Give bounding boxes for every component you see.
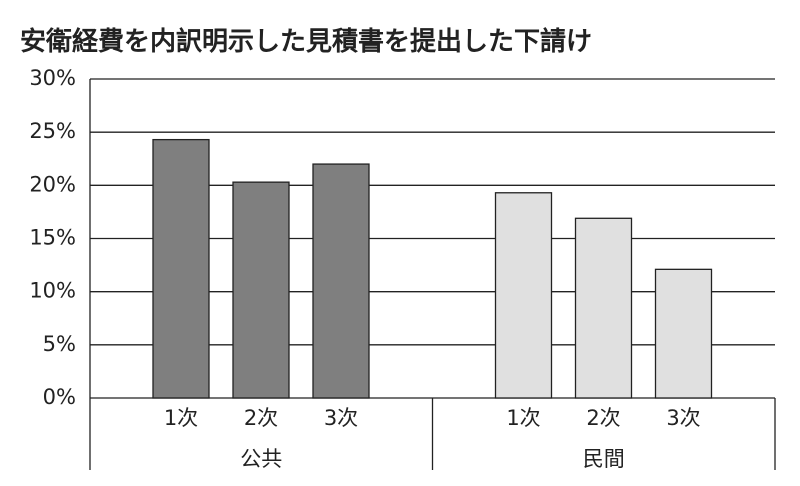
bar	[152, 138, 210, 399]
bar	[312, 163, 370, 399]
y-tick-label: 25%	[29, 119, 76, 143]
group-label: 民間	[583, 447, 625, 471]
y-tick-label: 30%	[29, 66, 76, 90]
group-label: 公共	[240, 447, 282, 471]
x-tick-label: 3次	[666, 406, 700, 430]
bar	[654, 268, 713, 399]
x-tick-label: 2次	[586, 406, 620, 430]
y-tick-label: 10%	[29, 279, 76, 303]
bar	[574, 217, 633, 399]
x-tick-label: 3次	[324, 406, 358, 430]
chart-title: 安衛経費を内訳明示した見積書を提出した下請け	[20, 26, 592, 57]
y-tick-label: 0%	[43, 385, 76, 409]
y-tick-label: 5%	[43, 332, 76, 356]
y-tick-label: 15%	[29, 226, 76, 250]
bar	[494, 192, 553, 399]
x-tick-label: 1次	[506, 406, 540, 430]
y-tick-label: 20%	[29, 172, 76, 196]
bar	[232, 181, 290, 399]
x-tick-label: 1次	[164, 406, 198, 430]
x-tick-label: 2次	[244, 406, 278, 430]
